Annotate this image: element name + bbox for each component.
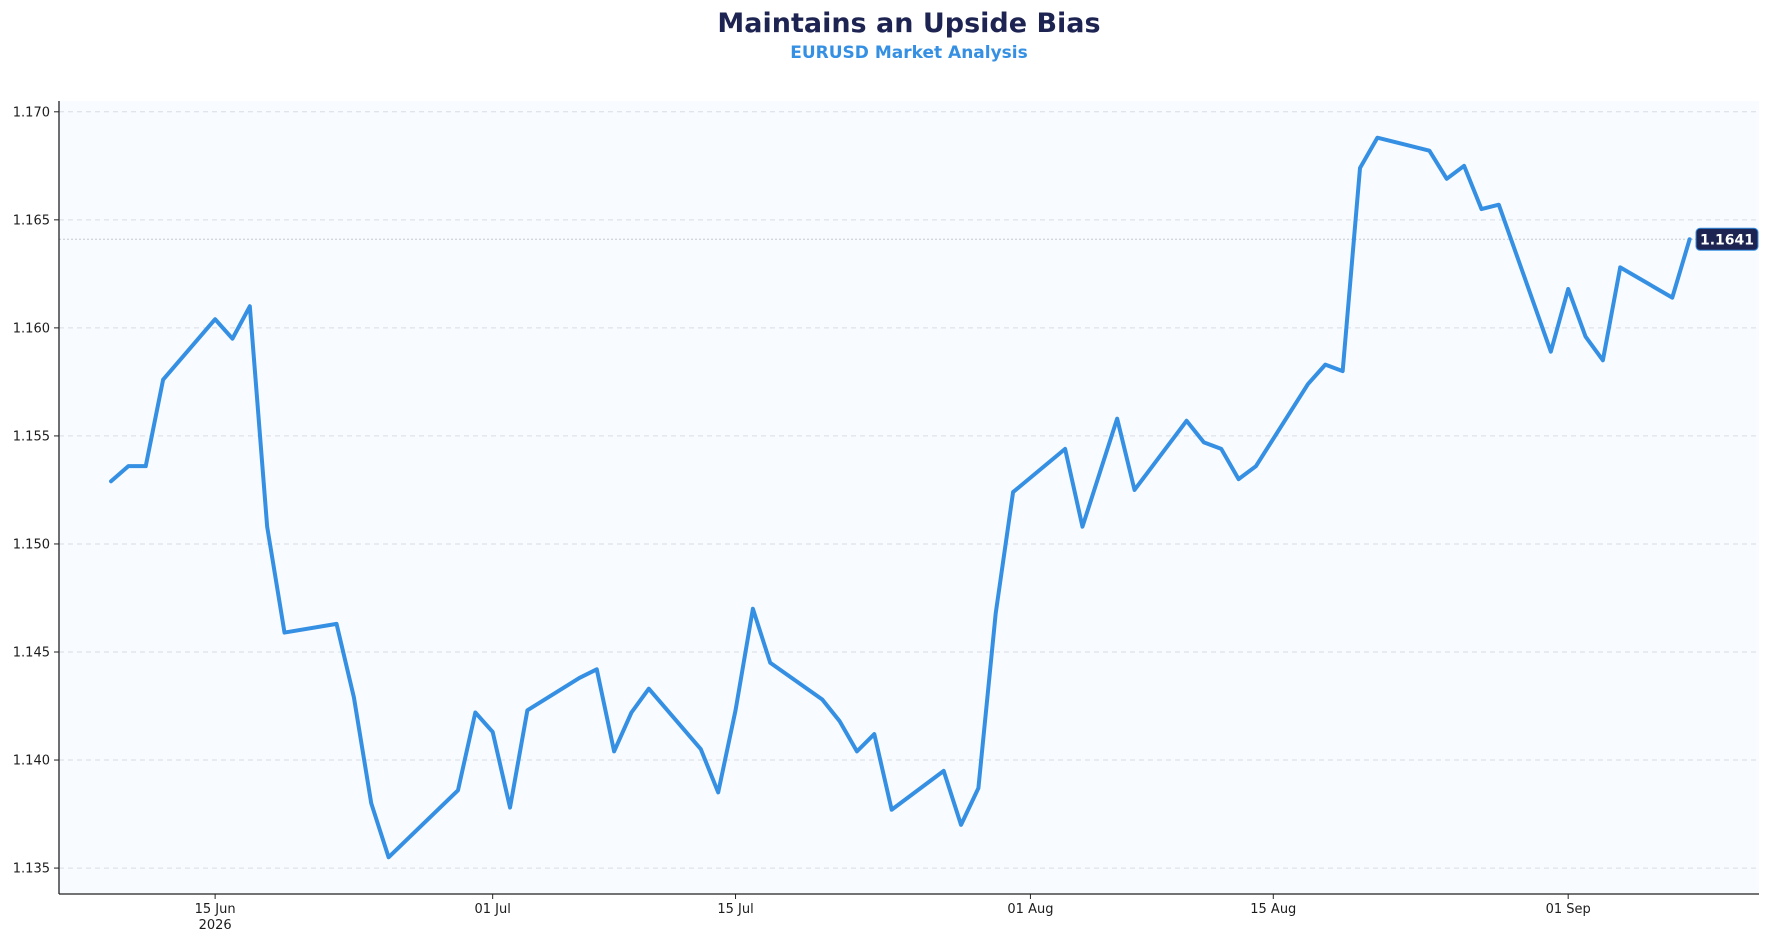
plot-background	[59, 101, 1759, 894]
y-tick-label: 1.165	[13, 213, 50, 228]
y-tick-label: 1.160	[13, 321, 50, 336]
x-tick-label: 01 Aug	[1007, 902, 1053, 917]
y-axis-ticks: 1.135 1.140 1.145 1.150 1.155 1.160 1.165 1.170	[13, 105, 59, 877]
x-tick-label: 15 Jun	[195, 902, 236, 917]
last-value-label: 1.1641	[1700, 232, 1754, 248]
last-value-badge-box	[1695, 227, 1759, 251]
series-line	[109, 135, 1692, 860]
y-tick-label: 1.140	[13, 754, 50, 769]
y-tick-label: 1.135	[13, 862, 50, 877]
y-tick-label: 1.150	[13, 537, 50, 552]
x-tick-label: 15 Jul	[717, 902, 753, 917]
x-tick-label: 01 Jul	[474, 902, 510, 917]
y-tick-label: 1.145	[13, 645, 50, 660]
y-tick-label: 1.155	[13, 429, 50, 444]
chart-subtitle: EURUSD Market Analysis	[790, 43, 1028, 63]
chart-title: Maintains an Upside Bias	[717, 8, 1100, 39]
last-value-badge: 1.1641	[1695, 227, 1759, 251]
x-tick-label: 15 Aug	[1250, 902, 1296, 917]
x-tick-year-label: 2026	[199, 918, 232, 933]
x-tick-label: 01 Sep	[1546, 902, 1591, 917]
y-tick-label: 1.170	[13, 105, 50, 120]
